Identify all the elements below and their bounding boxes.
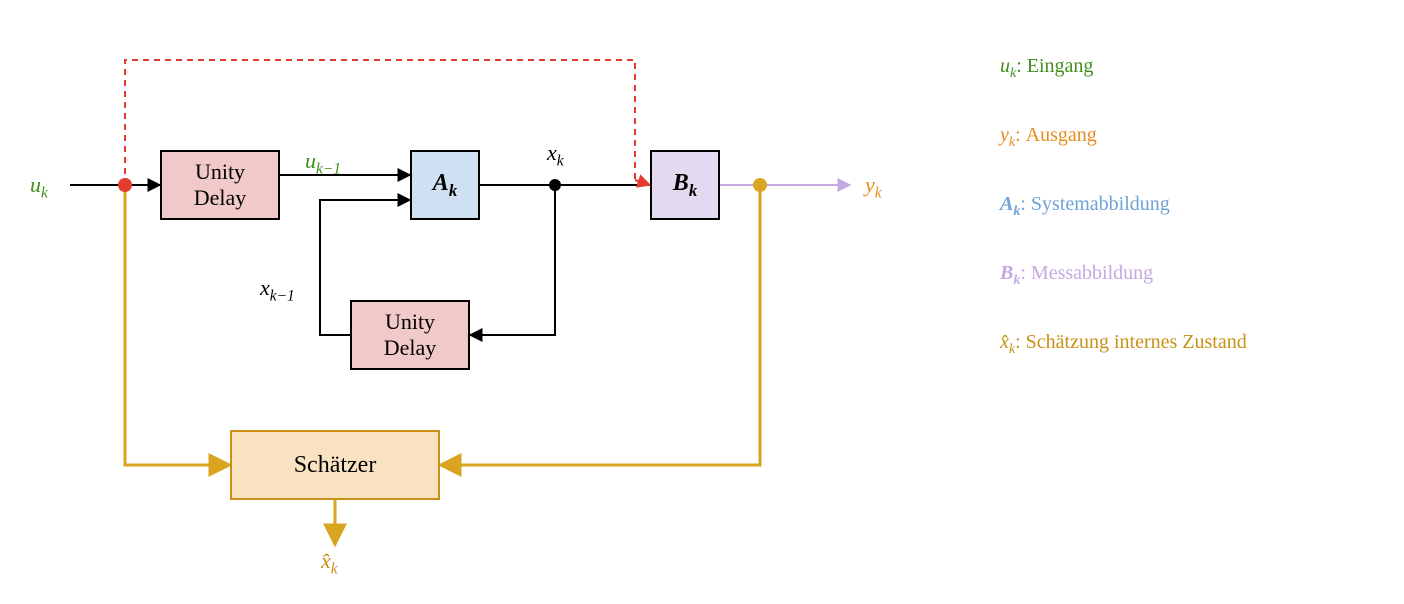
block-B-label: Bk xyxy=(673,169,697,201)
label-uk: uk xyxy=(30,172,48,202)
label-xk: xk xyxy=(547,140,564,170)
label-xhat: x̂k xyxy=(321,548,338,578)
block-unity-delay-2-label: Unity Delay xyxy=(384,309,437,362)
junction-gold xyxy=(753,178,767,192)
block-schaetzer-label: Schätzer xyxy=(294,451,377,480)
block-unity-delay-1: Unity Delay xyxy=(160,150,280,220)
junction-red xyxy=(118,178,132,192)
block-schaetzer: Schätzer xyxy=(230,430,440,500)
block-B: Bk xyxy=(650,150,720,220)
legend-item-uk: uk: Eingang xyxy=(1000,55,1247,82)
block-unity-delay-1-label: Unity Delay xyxy=(194,159,247,212)
diagram-canvas: Unity Delay Ak Bk Unity Delay Schätzer u… xyxy=(0,0,1404,604)
block-A-label: Ak xyxy=(433,169,457,201)
legend-item-B: Bk: Messabbildung xyxy=(1000,262,1247,289)
junction-xk xyxy=(549,179,561,191)
legend-item-yk: yk: Ausgang xyxy=(1000,124,1247,151)
edge-gold-yk-to-schaetzer xyxy=(440,185,760,465)
block-A: Ak xyxy=(410,150,480,220)
label-yk: yk xyxy=(865,172,882,202)
legend: uk: Eingang yk: Ausgang Ak: Systemabbild… xyxy=(1000,55,1247,358)
block-unity-delay-2: Unity Delay xyxy=(350,300,470,370)
label-uk-minus-1: uk−1 xyxy=(305,148,341,178)
edge-gold-uk-to-schaetzer xyxy=(125,185,230,465)
edge-xk-to-delay2 xyxy=(470,185,555,335)
legend-item-xhat: x̂k: Schätzung internes Zustand xyxy=(1000,331,1247,358)
label-xk-minus-1: xk−1 xyxy=(260,275,295,305)
legend-item-A: Ak: Systemabbildung xyxy=(1000,193,1247,220)
